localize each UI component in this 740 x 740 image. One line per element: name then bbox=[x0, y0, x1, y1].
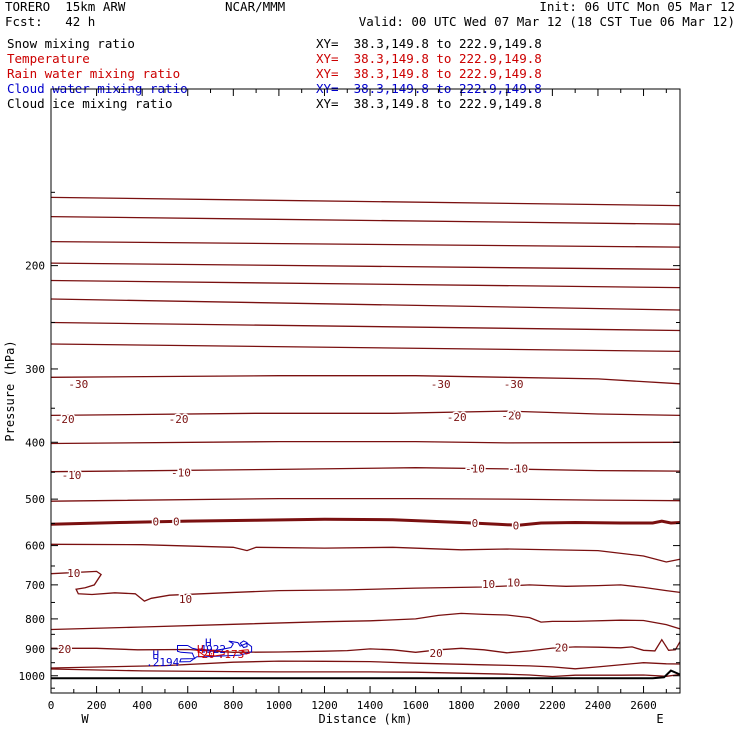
temperature-label: -30 bbox=[504, 378, 524, 391]
x-tick-label: 1200 bbox=[311, 699, 338, 712]
y-tick-label: 1000 bbox=[19, 670, 46, 683]
y-tick-label: 800 bbox=[25, 613, 45, 626]
temperature-label: 0 bbox=[513, 520, 520, 533]
temperature-contour bbox=[50, 375, 681, 385]
cloud-water-label: H bbox=[205, 636, 212, 649]
x-tick-label: 2200 bbox=[539, 699, 566, 712]
temperature-label: -20 bbox=[169, 413, 189, 426]
temperature-label: -30 bbox=[68, 378, 88, 391]
field-label: Cloud ice mixing ratio bbox=[7, 96, 173, 111]
temperature-contour bbox=[50, 467, 681, 473]
plot-frame bbox=[50, 88, 681, 694]
model-title: TORERO 15km ARW bbox=[5, 0, 126, 14]
temperature-contour bbox=[50, 660, 681, 670]
field-label: Cloud water mixing ratio bbox=[7, 81, 188, 96]
temperature-contour bbox=[50, 410, 681, 417]
temperature-contour bbox=[50, 321, 681, 332]
temperature-label: -10 bbox=[171, 466, 191, 479]
temperature-contour bbox=[50, 543, 681, 563]
temperature-label: -10 bbox=[508, 462, 528, 475]
cloud-water-label: 4922 bbox=[200, 643, 227, 656]
temperature-contour bbox=[50, 668, 681, 678]
x-tick-label: 2400 bbox=[585, 699, 612, 712]
rain-water-contour bbox=[195, 648, 225, 657]
y-tick-label: 500 bbox=[25, 493, 45, 506]
terrain-line bbox=[51, 669, 681, 680]
cloud-water-label: .2194 bbox=[146, 656, 179, 669]
rain-water-label: .173 bbox=[218, 648, 245, 661]
temperature-label: 20 bbox=[430, 647, 443, 660]
field-label: Temperature bbox=[7, 51, 90, 66]
temperature-label: -20 bbox=[447, 411, 467, 424]
field-xy: XY= 38.3,149.8 to 222.9,149.8 bbox=[316, 66, 542, 81]
temperature-label: 10 bbox=[179, 593, 192, 606]
temperature-label: -30 bbox=[431, 378, 451, 391]
temperature-label: -20 bbox=[501, 409, 521, 422]
temperature-label: 20 bbox=[58, 643, 71, 656]
x-tick-label: 2000 bbox=[494, 699, 521, 712]
temperature-contour bbox=[50, 570, 681, 602]
x-tick-label: 0 bbox=[48, 699, 55, 712]
x-tick-label: 1000 bbox=[266, 699, 293, 712]
temperature-contour bbox=[50, 612, 681, 631]
temperature-contour bbox=[50, 298, 681, 311]
y-tick-label: 200 bbox=[25, 260, 45, 273]
cloud-water-contour bbox=[239, 640, 248, 649]
temperature-label: 20 bbox=[555, 641, 568, 654]
temperature-label: -20 bbox=[55, 413, 75, 426]
x-tick-label: 400 bbox=[132, 699, 152, 712]
temperature-contour bbox=[50, 240, 681, 248]
east-label: E bbox=[656, 712, 663, 726]
rain-water-contour bbox=[241, 649, 250, 655]
x-tick-label: 200 bbox=[87, 699, 107, 712]
x-tick-label: 1800 bbox=[448, 699, 475, 712]
temperature-contour bbox=[50, 343, 681, 353]
y-tick-label: 300 bbox=[25, 363, 45, 376]
y-axis-title: Pressure (hPa) bbox=[3, 340, 17, 441]
x-tick-label: 800 bbox=[223, 699, 243, 712]
x-tick-label: 1400 bbox=[357, 699, 384, 712]
y-tick-label: 400 bbox=[25, 436, 45, 449]
rain-water-label: H bbox=[197, 643, 204, 656]
field-label: Rain water mixing ratio bbox=[7, 66, 181, 81]
temperature-label: 10 bbox=[67, 567, 80, 580]
temperature-label: 10 bbox=[507, 576, 520, 589]
cloud-water-label: H bbox=[153, 649, 160, 662]
temperature-contour bbox=[50, 262, 681, 271]
temperature-label: 0 bbox=[472, 517, 479, 530]
y-tick-label: 900 bbox=[25, 643, 45, 656]
temperature-label: -10 bbox=[465, 462, 485, 475]
valid-time: Valid: 00 UTC Wed 07 Mar 12 (18 CST Tue … bbox=[358, 14, 735, 29]
temperature-contour bbox=[50, 497, 681, 502]
rain-water-label: 20 bbox=[202, 648, 215, 661]
temperature-label: -10 bbox=[62, 469, 82, 482]
field-xy: XY= 38.3,149.8 to 222.9,149.8 bbox=[316, 96, 542, 111]
temperature-contour bbox=[50, 279, 681, 289]
temperature-contour bbox=[51, 638, 681, 654]
forecast-hour: Fcst: 42 h bbox=[5, 14, 96, 29]
init-time: Init: 06 UTC Mon 05 Mar 12 bbox=[539, 0, 735, 14]
x-tick-label: 2600 bbox=[630, 699, 657, 712]
temperature-label: 0 bbox=[153, 516, 160, 529]
x-tick-label: 600 bbox=[178, 699, 198, 712]
field-xy: XY= 38.3,149.8 to 222.9,149.8 bbox=[316, 36, 542, 51]
temperature-contour bbox=[50, 215, 681, 225]
y-tick-label: 700 bbox=[25, 579, 45, 592]
temperature-contour bbox=[50, 196, 681, 207]
x-tick-label: 1600 bbox=[402, 699, 429, 712]
temperature-contour bbox=[50, 517, 681, 527]
y-tick-label: 600 bbox=[25, 540, 45, 553]
temperature-label: 0 bbox=[173, 516, 180, 529]
field-xy: XY= 38.3,149.8 to 222.9,149.8 bbox=[316, 51, 542, 66]
center-name: NCAR/MMM bbox=[225, 0, 286, 14]
temperature-label: 10 bbox=[482, 578, 495, 591]
field-label: Snow mixing ratio bbox=[7, 36, 135, 51]
x-axis-title: Distance (km) bbox=[319, 712, 413, 726]
rain-water-label: L bbox=[197, 647, 204, 660]
west-label: W bbox=[81, 712, 89, 726]
temperature-contour bbox=[50, 440, 681, 445]
